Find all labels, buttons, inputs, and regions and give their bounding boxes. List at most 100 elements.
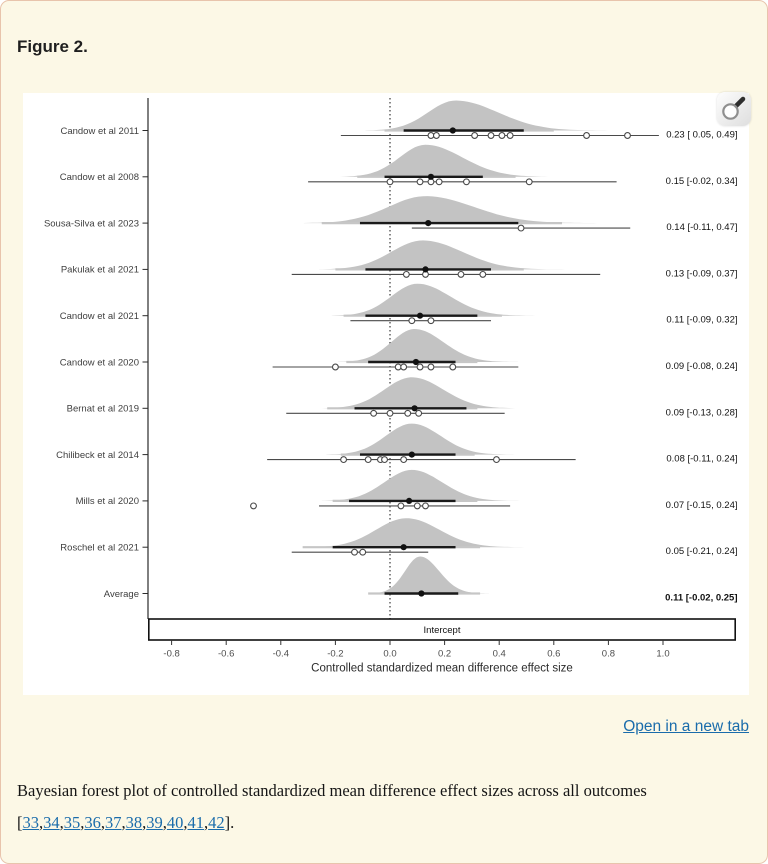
study-label: Candow et al 2021 [60,311,139,322]
raw-effect-point [432,132,440,139]
posterior-density [339,144,559,177]
x-tick-label: 0.8 [602,649,615,660]
estimate-dot [418,590,425,597]
caption-ref-link[interactable]: 33 [22,813,40,832]
estimate-dot [406,497,413,504]
estimate-dot [411,405,418,412]
study-label: Mills et al 2020 [76,496,139,507]
raw-effect-point [493,456,500,464]
raw-effect-point [427,363,435,371]
raw-effect-point [397,502,405,510]
estimate-dot [412,358,420,366]
magnifier-icon [722,96,746,120]
estimate-dot [416,312,424,319]
caption-ref-link[interactable]: 38 [125,813,143,832]
effect-value-label: 0.11 [-0.02, 0.25] [665,593,737,604]
raw-effect-point [457,270,465,278]
caption-ref-link[interactable]: 40 [166,813,184,832]
raw-effect-point [413,502,421,510]
raw-effect-point [517,224,525,232]
raw-effect-point [386,178,394,186]
raw-effect-point [400,456,408,464]
estimate-dot [422,266,429,273]
raw-effect-point [479,270,487,278]
forest-row: Candow et al 2021 0.11 [-0.09, 0.32] [60,283,738,326]
x-tick-label: -0.4 [273,649,289,660]
raw-effect-point [340,456,348,464]
caption-ref-link[interactable]: 36 [84,813,101,832]
estimate-dot [427,173,435,180]
caption-ref-link[interactable]: 35 [63,813,81,832]
study-label: Roschel et al 2021 [60,543,139,554]
forest-row: Bernat et al 2019 0.09 [-0.13, 0.28] [67,377,738,418]
forest-row: Average 0.11 [-0.02, 0.25] [104,556,738,604]
x-tick-label: 0.4 [493,649,506,660]
facet-strip-label: Intercept [424,625,461,636]
raw-effect-point [462,178,470,186]
study-label: Candow et al 2020 [60,357,139,368]
effect-value-label: 0.13 [-0.09, 0.37] [666,268,738,279]
posterior-density [321,469,520,501]
effect-value-label: 0.15 [-0.02, 0.34] [666,176,738,187]
raw-effect-point [359,548,367,556]
effect-value-label: 0.08 [-0.11, 0.24] [666,454,737,465]
posterior-density [365,100,608,131]
caption-ref-link[interactable]: 34 [43,813,60,832]
forest-row: Candow et al 2020 0.09 [-0.08, 0.24] [60,329,738,372]
figure-title: Figure 2. [17,37,88,56]
raw-effect-point [386,409,394,417]
x-tick-label: 1.0 [656,649,669,660]
caption-ref-link[interactable]: 37 [105,813,122,832]
raw-effect-point [400,363,408,371]
study-label: Average [104,589,139,600]
forest-row: Sousa-Silva et al 2023 0.14 [-0.11, 0.47] [44,196,738,233]
caption-ref-link[interactable]: 39 [146,813,163,832]
caption-ref-link[interactable]: 41 [187,813,205,832]
study-label: Chilibeck et al 2014 [56,450,139,461]
x-axis-title: Controlled standardized mean difference … [311,663,573,675]
effect-value-label: 0.05 [-0.21, 0.24] [666,546,738,557]
posterior-density [303,196,598,224]
study-label: Sousa-Silva et al 2023 [44,218,139,229]
caption-text: Bayesian forest plot of controlled stand… [17,781,647,800]
posterior-density [319,240,566,270]
raw-effect-point [427,317,435,325]
raw-effect-point [471,132,479,139]
caption-refs: [33,34,35,36,37,38,39,40,41,42]. [17,813,235,832]
raw-effect-point [422,502,429,510]
raw-effect-point [415,409,423,417]
x-tick-label: 0.6 [547,649,560,660]
effect-value-label: 0.11 [-0.09, 0.32] [666,315,737,326]
raw-effect-point [408,317,416,325]
raw-effect-point [624,132,631,139]
posterior-density [321,377,525,409]
caption-ref-link[interactable]: 42 [208,813,225,832]
estimate-dot [408,451,415,458]
effect-value-label: 0.09 [-0.08, 0.24] [666,361,738,372]
x-tick-label: 0.0 [383,649,396,660]
raw-effect-point [404,409,412,417]
forest-row: Mills et al 2020 0.07 [-0.15, 0.24] [76,469,738,511]
x-tick-label: 0.2 [438,649,451,660]
study-label: Candow et al 2008 [60,172,139,183]
posterior-density [307,518,525,548]
estimate-dot [400,544,407,551]
raw-effect-point [506,132,514,139]
facet-strip [148,618,737,641]
study-label: Pakulak et al 2021 [61,265,139,276]
figure-caption: Bayesian forest plot of controlled stand… [17,775,757,839]
posterior-density [331,283,536,316]
forest-row: Candow et al 2008 0.15 [-0.02, 0.34] [60,144,738,187]
x-tick-label: -0.2 [327,649,343,660]
open-in-new-tab-link[interactable]: Open in a new tab [623,718,749,735]
raw-effect-point [331,363,339,371]
study-label: Bernat et al 2019 [67,404,139,415]
zoom-figure-button[interactable] [717,92,751,126]
raw-effect-point [402,270,410,278]
raw-effect-point [416,178,424,186]
figure-image[interactable]: Candow et al 2011 0.23 [ 0.05, 0.49] Cando… [23,92,751,695]
raw-effect-point [487,132,495,139]
raw-effect-point [370,409,378,417]
raw-effect-point [583,132,591,139]
